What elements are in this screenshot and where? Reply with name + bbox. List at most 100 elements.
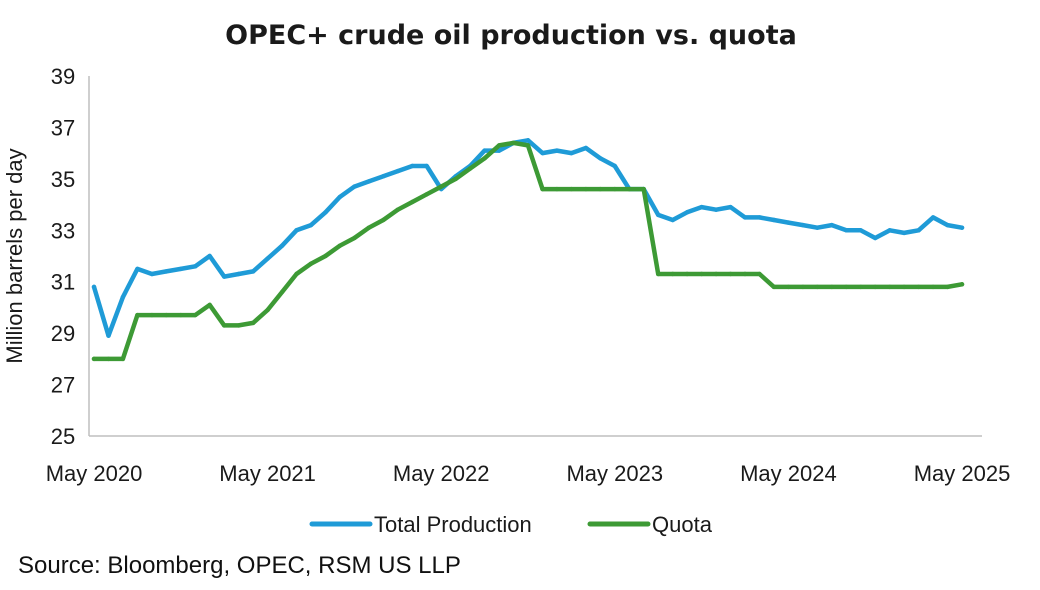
chart-title: OPEC+ crude oil production vs. quota	[225, 20, 797, 51]
y-tick-label: 29	[51, 321, 75, 346]
data-point	[525, 143, 531, 148]
data-point	[569, 150, 574, 156]
data-point	[901, 284, 907, 290]
data-point	[728, 204, 733, 210]
data-point	[294, 228, 299, 233]
data-point	[670, 271, 675, 277]
data-point	[959, 282, 965, 287]
y-tick-label: 37	[51, 115, 75, 140]
data-point	[511, 140, 516, 146]
data-point	[482, 148, 487, 153]
series-total-production	[91, 138, 965, 338]
data-point	[337, 243, 343, 248]
data-point	[540, 186, 545, 192]
data-point	[800, 222, 806, 228]
data-point	[713, 271, 719, 277]
series-line	[91, 138, 965, 338]
data-point	[207, 302, 212, 308]
data-point	[135, 312, 140, 318]
source-note: Source: Bloomberg, OPEC, RSM US LLP	[18, 552, 461, 579]
data-point	[815, 225, 820, 230]
y-axis: 25 27 29 31 33 35 37 39	[51, 64, 75, 449]
y-tick-label: 33	[51, 218, 75, 243]
data-point	[829, 284, 834, 290]
data-point	[742, 271, 748, 277]
data-point	[250, 320, 256, 326]
data-point	[887, 284, 892, 290]
data-point	[439, 184, 444, 189]
data-point	[279, 289, 285, 295]
data-point	[453, 176, 458, 182]
data-point	[410, 199, 415, 205]
data-point	[930, 284, 936, 290]
plot-area	[91, 138, 965, 362]
data-point	[656, 271, 661, 277]
data-point	[569, 186, 574, 192]
data-point	[250, 269, 256, 274]
data-point	[858, 284, 863, 290]
data-point	[800, 284, 806, 290]
data-point	[901, 230, 907, 236]
data-point	[323, 210, 328, 215]
data-point	[308, 222, 314, 228]
data-point	[149, 312, 155, 318]
data-point	[829, 222, 834, 228]
data-point	[583, 145, 589, 151]
x-tick-label: May 2025	[914, 461, 1011, 486]
data-point	[742, 215, 748, 220]
data-point	[222, 274, 227, 279]
data-point	[178, 266, 183, 272]
data-point	[598, 186, 603, 192]
data-point	[496, 148, 502, 153]
data-point	[482, 156, 487, 161]
data-point	[120, 356, 126, 362]
data-point	[945, 284, 950, 290]
data-point	[945, 222, 950, 228]
data-point	[366, 179, 372, 184]
data-point	[352, 184, 357, 189]
y-tick-label: 27	[51, 373, 75, 398]
data-point	[410, 163, 415, 169]
data-point	[858, 228, 863, 233]
x-tick-label: May 2020	[46, 461, 143, 486]
data-point	[598, 156, 603, 161]
data-point	[699, 271, 704, 277]
data-point	[873, 284, 878, 290]
data-point	[887, 228, 892, 233]
data-point	[91, 356, 97, 362]
data-point	[699, 204, 704, 210]
data-point	[916, 284, 921, 290]
data-point	[496, 143, 502, 148]
data-point	[337, 194, 343, 200]
data-point	[656, 212, 661, 218]
data-point	[844, 228, 849, 233]
data-point	[873, 235, 878, 241]
x-tick-label: May 2023	[566, 461, 663, 486]
y-axis-label: Million barrels per day	[2, 148, 27, 363]
data-point	[236, 323, 241, 328]
legend-label: Total Production	[374, 512, 532, 537]
data-point	[395, 207, 400, 212]
data-point	[135, 266, 140, 272]
data-point	[959, 225, 965, 230]
data-point	[713, 207, 719, 212]
data-point	[424, 163, 429, 169]
data-point	[222, 323, 227, 328]
data-point	[207, 253, 212, 259]
data-point	[265, 256, 270, 261]
data-point	[786, 220, 791, 225]
data-point	[120, 294, 126, 300]
data-point	[844, 284, 849, 290]
data-point	[540, 150, 545, 156]
data-point	[265, 307, 270, 313]
data-point	[771, 284, 777, 290]
data-point	[916, 228, 921, 233]
data-point	[757, 271, 762, 277]
data-point	[554, 148, 560, 153]
y-tick-label: 31	[51, 270, 75, 295]
series-quota	[91, 140, 965, 362]
data-point	[467, 166, 473, 171]
data-point	[815, 284, 820, 290]
data-point	[352, 235, 357, 241]
